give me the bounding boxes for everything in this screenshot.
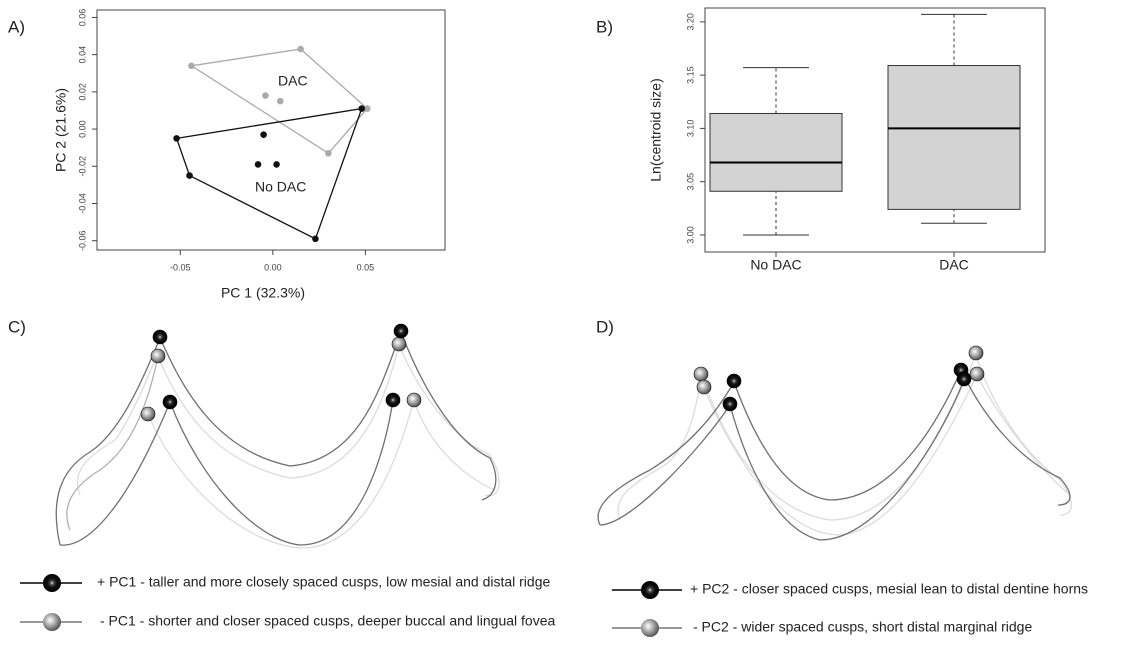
- point: [276, 97, 284, 105]
- legend-text: - PC2 - wider spaced cusps, short distal…: [693, 619, 1032, 635]
- y-tick-label: 0.00: [77, 120, 87, 138]
- point: [273, 161, 280, 168]
- y-tick-label: 0.06: [77, 9, 87, 27]
- panel-label: D): [596, 317, 614, 336]
- landmarks-c: [140, 323, 422, 422]
- y-tick-label: 0.04: [77, 46, 87, 64]
- box: [887, 65, 1021, 210]
- point: [312, 235, 319, 243]
- group-label: No DAC: [255, 179, 306, 195]
- point: [262, 92, 269, 99]
- outline-c: [55, 330, 500, 549]
- x-tick-label: -0.05: [170, 262, 191, 272]
- x-axis-label: PC 1 (32.3%): [221, 285, 305, 301]
- legend-text: + PC2 - closer spaced cusps, mesial lean…: [690, 581, 1088, 597]
- plot-frame: [96, 9, 446, 251]
- panel-label: C): [8, 317, 26, 336]
- x-tick-label: 0.05: [357, 262, 375, 272]
- point: [188, 62, 195, 70]
- x-tick-label: No DAC: [750, 257, 801, 273]
- point: [186, 172, 193, 179]
- point: [173, 135, 180, 142]
- panel-label: B): [596, 17, 613, 36]
- y-axis-label: PC 2 (21.6%): [53, 88, 69, 172]
- point: [260, 131, 267, 138]
- y-tick-label: 3.10: [685, 120, 695, 138]
- y-tick-label: 0.02: [77, 83, 87, 101]
- plot-frame: [704, 7, 1046, 253]
- y-tick-label: -0.02: [77, 156, 87, 177]
- panel-label: A): [8, 17, 25, 36]
- y-tick-label: 3.05: [685, 173, 695, 191]
- box: [709, 112, 843, 192]
- outline-d: [597, 353, 1072, 541]
- y-tick-label: -0.04: [77, 193, 87, 214]
- y-tick-label: 3.15: [685, 66, 695, 84]
- point: [297, 45, 304, 53]
- y-tick-label: 3.20: [685, 13, 695, 31]
- y-tick-label: -0.06: [77, 230, 87, 251]
- point: [325, 149, 332, 157]
- point: [363, 105, 371, 112]
- group-label: DAC: [278, 73, 308, 89]
- x-tick-label: 0.00: [264, 262, 282, 272]
- legend: + PC1 - taller and more closely spaced c…: [20, 574, 1088, 637]
- landmarks-d: [693, 345, 985, 412]
- point: [254, 161, 262, 168]
- legend-text: - PC1 - shorter and closer spaced cusps,…: [100, 613, 555, 629]
- legend-text: + PC1 - taller and more closely spaced c…: [97, 574, 550, 590]
- y-tick-label: 3.00: [685, 226, 695, 244]
- hull: [175, 107, 363, 240]
- point: [358, 105, 366, 112]
- x-tick-label: DAC: [939, 257, 969, 273]
- y-axis-label: Ln(centroid size): [648, 78, 664, 182]
